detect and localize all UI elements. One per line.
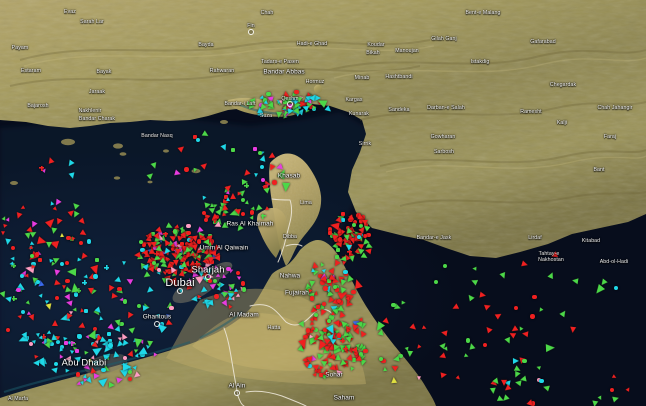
place-label: Qeshm bbox=[281, 96, 299, 102]
place-label: Bandar Nasq bbox=[141, 133, 173, 139]
place-label: Lima bbox=[300, 200, 312, 206]
port-marker[interactable] bbox=[287, 101, 293, 107]
place-label: Al Ain bbox=[228, 382, 246, 390]
island-hormuz bbox=[313, 84, 323, 94]
place-label: Umm Al Qaiwain bbox=[199, 244, 249, 252]
place-label: Bandar-e Jask bbox=[416, 235, 452, 241]
ras-al-khaimah-spur bbox=[256, 207, 287, 258]
place-label: Bandar Abbas bbox=[263, 68, 305, 76]
place-label: Fujairah bbox=[285, 289, 309, 297]
place-label: Gafarabad bbox=[530, 39, 556, 45]
place-label: Lirdaf bbox=[528, 235, 542, 241]
uae-dune-highlight-2 bbox=[192, 313, 336, 371]
place-label: Hatta bbox=[267, 325, 281, 331]
place-label: Chah bbox=[260, 10, 274, 16]
place-label: Kalji bbox=[556, 120, 568, 126]
place-label: Fin bbox=[247, 23, 255, 29]
place-label: Kargas bbox=[345, 97, 363, 103]
road-al-ain bbox=[245, 390, 307, 406]
coastal-reefs bbox=[3, 103, 283, 394]
place-label: Abu Dhabi bbox=[61, 356, 107, 368]
place-label: Sohar bbox=[325, 371, 343, 379]
iran-relief bbox=[9, 39, 646, 207]
place-label: Bant bbox=[593, 167, 605, 173]
place-label: Gowharan bbox=[430, 134, 456, 140]
place-label: Bent-e Malang bbox=[465, 10, 501, 16]
gulf-small-islands bbox=[10, 120, 228, 185]
place-label: Ghantous bbox=[142, 313, 172, 321]
place-label: Dubai bbox=[165, 277, 195, 289]
border-uae-oman-south bbox=[223, 327, 245, 406]
place-label: Sirrik bbox=[358, 141, 372, 147]
place-label: Saham bbox=[333, 394, 355, 402]
place-label: Nakhostan bbox=[538, 257, 564, 263]
place-label: Chegardak bbox=[549, 82, 577, 88]
border-oman-uae-musandam bbox=[271, 198, 292, 263]
place-label: Dibba bbox=[282, 234, 298, 240]
place-label: Abd-ol-Hadi bbox=[599, 259, 629, 265]
place-label: Tahtay-e bbox=[538, 251, 560, 257]
port-marker[interactable] bbox=[248, 29, 254, 35]
place-label: Kitabad bbox=[581, 238, 601, 244]
place-label: Payam bbox=[11, 45, 29, 51]
place-label: Bayda bbox=[198, 42, 214, 48]
island-qeshm bbox=[228, 97, 300, 117]
place-label: Bandar-i Laft bbox=[224, 101, 256, 107]
place-label: Ramesht bbox=[520, 109, 542, 115]
place-label: Evaz bbox=[64, 9, 76, 15]
place-label: Faraj bbox=[603, 134, 617, 140]
place-label: Ras Al Khaimah bbox=[226, 220, 274, 228]
landmass-iran-texture bbox=[0, 0, 646, 258]
place-label: Gilah Ganj bbox=[431, 36, 457, 42]
place-label: Estaram bbox=[20, 68, 42, 74]
place-label: Chah Jahangir bbox=[597, 105, 633, 111]
place-label: Manoujan bbox=[395, 48, 419, 54]
place-label: Minab bbox=[354, 75, 370, 81]
port-marker[interactable] bbox=[177, 288, 183, 294]
administrative-borders bbox=[223, 198, 335, 406]
place-label: Hormuz bbox=[305, 79, 325, 85]
place-label: Bikah bbox=[366, 50, 380, 56]
landmass-uae-oman-texture bbox=[0, 240, 436, 406]
place-label: Nakhlenir bbox=[78, 108, 102, 114]
place-label: Hadi-e Ghad bbox=[296, 41, 328, 47]
port-marker[interactable] bbox=[154, 321, 160, 327]
iran-relief-light bbox=[23, 45, 646, 173]
border-uae-oman-hatta bbox=[249, 304, 335, 326]
place-label: Al Marfa bbox=[7, 396, 29, 402]
place-label: Bajarosh bbox=[27, 103, 49, 109]
port-marker[interactable] bbox=[205, 274, 211, 280]
place-label: Sharjah bbox=[191, 263, 225, 275]
place-label: Bayak bbox=[96, 69, 112, 75]
place-label: Nahwa bbox=[279, 272, 301, 280]
road-dibba bbox=[285, 244, 303, 247]
place-label: Darban-e Salah bbox=[427, 105, 465, 111]
place-label: Koudar bbox=[367, 42, 385, 48]
place-label: Jaraak bbox=[88, 89, 106, 95]
place-label: Rahwaran bbox=[209, 68, 235, 74]
place-label: Bandar Charak bbox=[78, 116, 116, 122]
uae-dune-highlight bbox=[166, 288, 366, 385]
place-label: Suza bbox=[259, 113, 273, 119]
place-label: Istakdig bbox=[470, 59, 490, 65]
place-label: Hashtbandi bbox=[385, 74, 413, 80]
place-label: Sarbosh bbox=[433, 149, 455, 155]
place-label: Kunarak bbox=[348, 111, 370, 117]
port-marker[interactable] bbox=[234, 390, 240, 396]
place-label: Sandeka bbox=[388, 107, 410, 113]
place-label: Tadars-e Pasen bbox=[261, 59, 299, 65]
place-label: Khasab bbox=[277, 172, 301, 180]
place-label: Sarah Lar bbox=[80, 19, 104, 25]
place-label: Al Madam bbox=[229, 311, 259, 319]
